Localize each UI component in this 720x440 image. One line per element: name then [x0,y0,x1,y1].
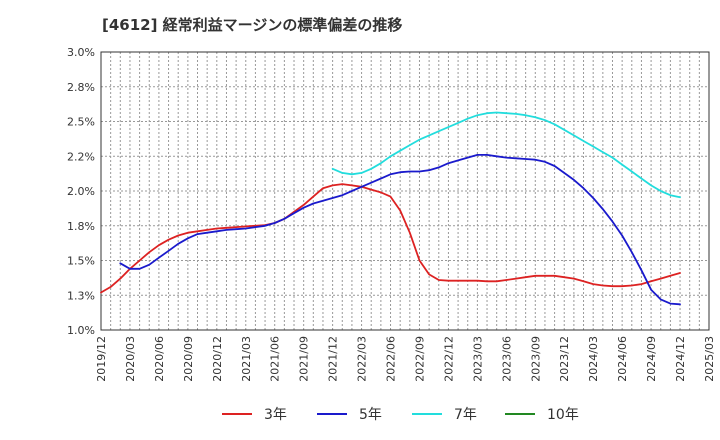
x-tick-label: 2020/06 [153,336,166,382]
y-tick-label: 2.8% [67,81,95,94]
x-tick-label: 2024/12 [674,336,687,382]
x-tick-label: 2022/06 [385,336,398,382]
x-tick-label: 2021/03 [240,336,253,382]
x-tick-label: 2023/12 [558,336,571,382]
plot-border [100,51,710,331]
y-tick-label: 1.5% [67,255,95,268]
x-tick-label: 2020/03 [124,336,137,382]
x-tick-label: 2021/12 [327,336,340,382]
y-tick-label: 2.0% [67,185,95,198]
legend-label-1: 5年 [359,407,382,423]
x-tick-label: 2022/03 [356,336,369,382]
legend-label-3: 10年 [547,407,579,423]
y-tick-label: 1.8% [67,220,95,233]
x-tick-label: 2021/06 [269,336,282,382]
x-tick-label: 2021/09 [298,336,311,382]
y-tick-label: 2.5% [67,116,95,129]
series-line-2 [331,111,681,199]
y-tick-label: 1.3% [67,289,95,302]
x-tick-label: 2020/12 [211,336,224,382]
x-tick-label: 2025/03 [703,336,716,382]
x-tick-label: 2024/06 [616,336,629,382]
x-tick-label: 2024/09 [645,336,658,382]
chart-title: [4612] 経常利益マージンの標準偏差の推移 [102,16,403,34]
x-tick-label: 2023/06 [500,336,513,382]
x-tick-label: 2020/09 [182,336,195,382]
x-tick-label: 2023/03 [471,336,484,382]
x-tick-label: 2022/12 [442,336,455,382]
x-tick-label: 2023/09 [529,336,542,382]
x-tick-label: 2019/12 [95,336,108,382]
legend-label-0: 3年 [264,407,287,423]
x-tick-label: 2024/03 [587,336,600,382]
y-tick-label: 3.0% [67,46,95,59]
y-tick-label: 2.2% [67,150,95,163]
x-tick-label: 2022/09 [413,336,426,382]
series-line-0 [100,183,681,294]
series-line-1 [119,153,681,306]
legend-label-2: 7年 [454,407,477,423]
y-tick-label: 1.0% [67,324,95,337]
